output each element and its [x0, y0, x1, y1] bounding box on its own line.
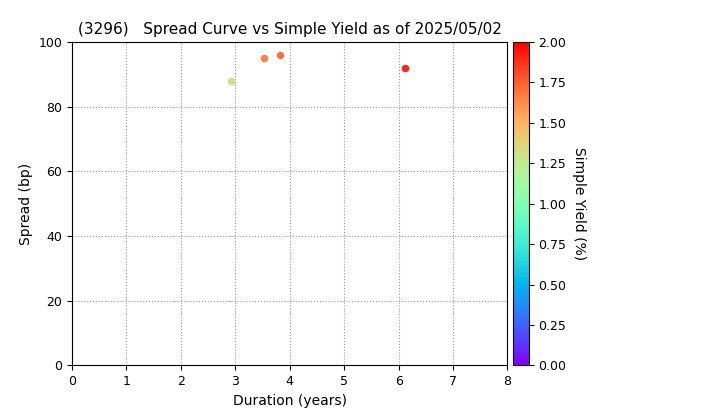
X-axis label: Duration (years): Duration (years) — [233, 394, 347, 408]
Point — [274, 52, 286, 58]
Point — [258, 55, 269, 61]
Y-axis label: Simple Yield (%): Simple Yield (%) — [572, 147, 586, 260]
Title: (3296)   Spread Curve vs Simple Yield as of 2025/05/02: (3296) Spread Curve vs Simple Yield as o… — [78, 22, 502, 37]
Point — [226, 77, 238, 84]
Point — [400, 65, 411, 71]
Y-axis label: Spread (bp): Spread (bp) — [19, 163, 33, 245]
